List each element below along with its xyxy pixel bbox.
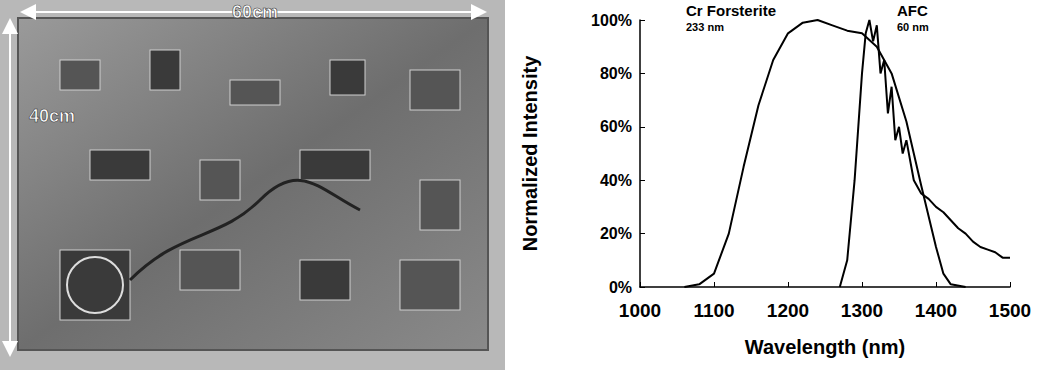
svg-text:AFC: AFC	[897, 2, 928, 19]
svg-text:1000: 1000	[619, 300, 661, 321]
svg-text:233 nm: 233 nm	[686, 21, 724, 33]
svg-text:1100: 1100	[693, 300, 734, 321]
svg-text:100%: 100%	[591, 12, 632, 29]
svg-text:1200: 1200	[767, 300, 809, 321]
svg-text:Cr Forsterite: Cr Forsterite	[686, 2, 776, 19]
svg-text:1500: 1500	[989, 300, 1031, 321]
svg-text:60cm: 60cm	[232, 2, 278, 22]
svg-text:Wavelength (nm): Wavelength (nm)	[745, 336, 905, 358]
svg-text:60%: 60%	[600, 118, 632, 135]
svg-text:80%: 80%	[600, 65, 632, 82]
svg-text:40cm: 40cm	[29, 106, 75, 126]
svg-text:60 nm: 60 nm	[897, 21, 929, 33]
svg-text:Normalized Intensity: Normalized Intensity	[519, 55, 541, 251]
svg-text:20%: 20%	[600, 225, 632, 242]
svg-text:0%: 0%	[609, 279, 632, 296]
svg-text:1300: 1300	[841, 300, 883, 321]
svg-text:40%: 40%	[600, 172, 632, 189]
svg-text:1400: 1400	[915, 300, 957, 321]
